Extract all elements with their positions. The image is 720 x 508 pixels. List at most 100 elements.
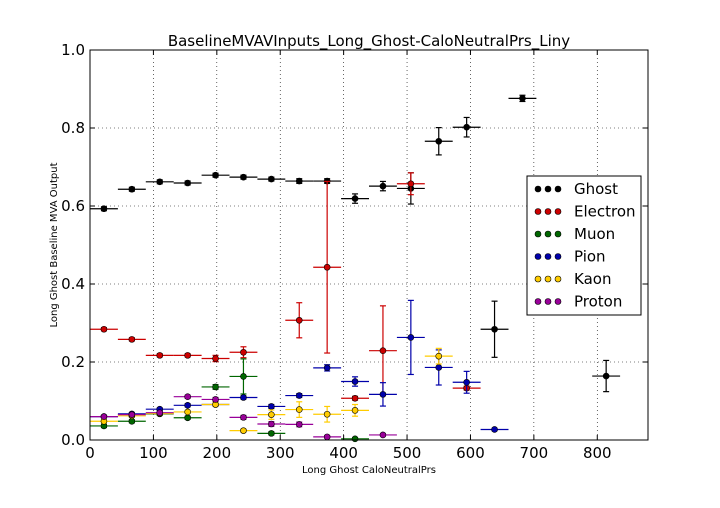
data-point xyxy=(351,435,359,443)
data-point xyxy=(379,182,387,190)
data-point xyxy=(323,433,331,441)
legend-marker xyxy=(544,230,552,238)
legend-label: Kaon xyxy=(574,270,611,288)
legend-label: Pion xyxy=(574,248,606,266)
data-point xyxy=(351,378,359,385)
data-point xyxy=(407,334,415,341)
data-point xyxy=(351,195,359,202)
data-point xyxy=(323,410,331,418)
data-point xyxy=(240,394,247,401)
series-ghost xyxy=(90,94,621,393)
legend-marker xyxy=(554,275,562,283)
data-point xyxy=(268,420,275,428)
legend-marker xyxy=(544,298,552,305)
data-point xyxy=(240,414,247,421)
data-point xyxy=(240,348,247,356)
y-tick-label: 0.4 xyxy=(61,275,85,293)
x-tick-label: 500 xyxy=(393,444,422,462)
legend-marker xyxy=(544,253,552,260)
legend-marker xyxy=(554,298,562,305)
data-point xyxy=(156,178,164,186)
series-proton xyxy=(90,393,397,441)
legend-label: Electron xyxy=(574,203,636,221)
data-point xyxy=(212,171,219,179)
data-point xyxy=(268,175,275,183)
data-point xyxy=(100,325,108,333)
data-point xyxy=(351,407,359,414)
data-point xyxy=(268,403,275,410)
data-point xyxy=(184,352,191,359)
y-tick-label: 0.6 xyxy=(61,197,85,215)
data-point xyxy=(463,123,470,131)
data-point xyxy=(100,413,108,420)
legend-label: Proton xyxy=(574,293,622,311)
data-point xyxy=(184,401,191,409)
data-point xyxy=(184,179,191,187)
x-tick-label: 600 xyxy=(456,444,485,462)
data-point xyxy=(184,414,191,422)
data-point xyxy=(156,352,164,359)
data-point xyxy=(295,316,303,324)
legend-marker xyxy=(534,230,542,238)
legend-marker xyxy=(544,275,552,283)
data-point xyxy=(379,431,387,439)
data-point xyxy=(435,364,443,371)
legend-label: Muon xyxy=(574,225,615,243)
data-point xyxy=(323,364,331,372)
x-tick-label: 0 xyxy=(85,444,95,462)
data-point xyxy=(295,421,303,428)
data-point xyxy=(212,355,219,362)
data-point xyxy=(323,263,331,271)
data-point xyxy=(295,392,303,399)
y-axis-label: Long Ghost Baseline MVA Output xyxy=(49,162,60,327)
data-point xyxy=(128,411,136,418)
data-point xyxy=(407,180,415,188)
data-point xyxy=(351,394,359,402)
legend-marker xyxy=(554,208,562,215)
y-tick-label: 1.0 xyxy=(61,41,85,59)
data-point xyxy=(268,430,275,437)
y-tick-label: 0.8 xyxy=(61,119,85,137)
x-tick-label: 800 xyxy=(583,444,612,462)
x-tick-label: 200 xyxy=(202,444,231,462)
data-point xyxy=(435,352,443,360)
data-point xyxy=(295,406,303,413)
data-point xyxy=(519,95,526,102)
x-tick-label: 400 xyxy=(329,444,358,462)
data-point xyxy=(435,137,443,145)
y-tick-label: 0.0 xyxy=(61,431,85,449)
data-point xyxy=(240,427,247,434)
data-point xyxy=(128,417,136,425)
data-point xyxy=(379,347,387,354)
data-point xyxy=(463,378,470,386)
data-point xyxy=(128,336,136,343)
legend-marker xyxy=(534,253,542,260)
data-point xyxy=(491,325,498,333)
series-electron xyxy=(90,172,481,402)
x-tick-label: 700 xyxy=(520,444,549,462)
legend-marker xyxy=(544,208,552,215)
legend-label: Ghost xyxy=(574,180,618,198)
data-point xyxy=(184,393,191,401)
legend-marker xyxy=(544,185,552,193)
data-point xyxy=(602,372,610,380)
data-point xyxy=(128,185,136,193)
data-point xyxy=(184,408,191,416)
legend-marker xyxy=(554,253,562,260)
data-point xyxy=(240,173,247,181)
legend-marker xyxy=(534,208,542,215)
data-point xyxy=(240,373,247,380)
x-tick-label: 300 xyxy=(266,444,295,462)
data-point xyxy=(295,177,303,185)
chart-title: BaselineMVAVInputs_Long_Ghost-CaloNeutra… xyxy=(168,32,570,51)
x-axis-label: Long Ghost CaloNeutralPrs xyxy=(302,465,436,476)
y-tick-label: 0.2 xyxy=(61,353,85,371)
data-point xyxy=(212,383,219,391)
data-point xyxy=(100,205,108,213)
legend-box xyxy=(526,175,642,316)
data-point xyxy=(379,391,387,398)
legend-marker xyxy=(554,230,562,238)
plot-frame xyxy=(89,49,649,441)
